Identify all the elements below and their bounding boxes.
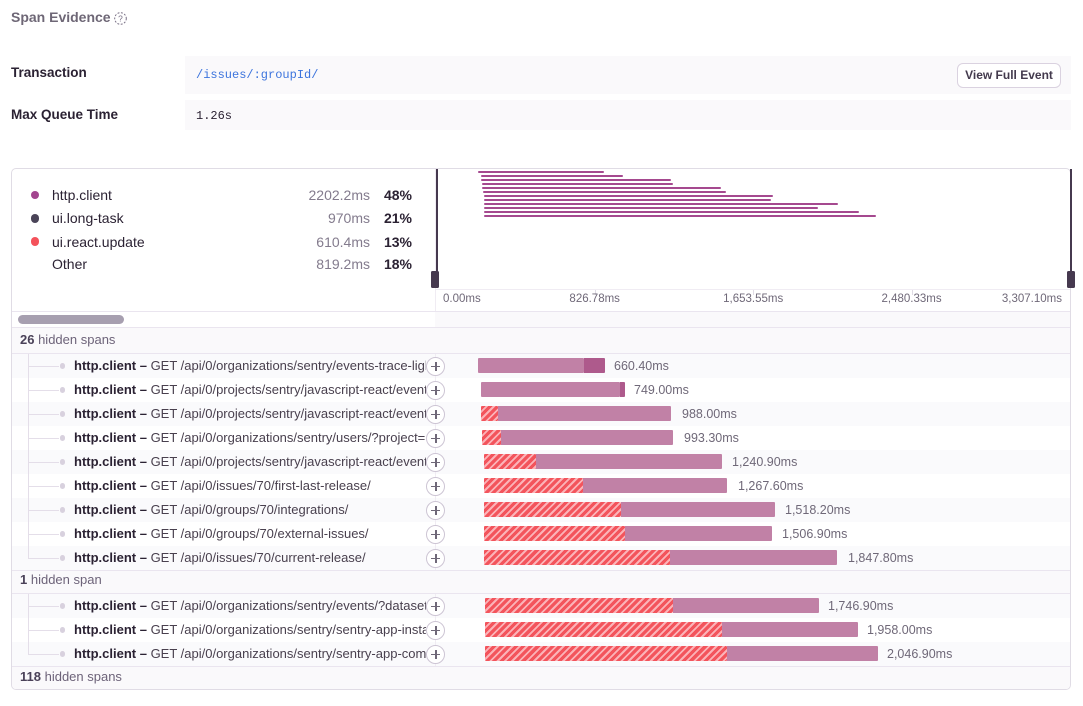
svg-text:?: ? <box>118 13 123 23</box>
